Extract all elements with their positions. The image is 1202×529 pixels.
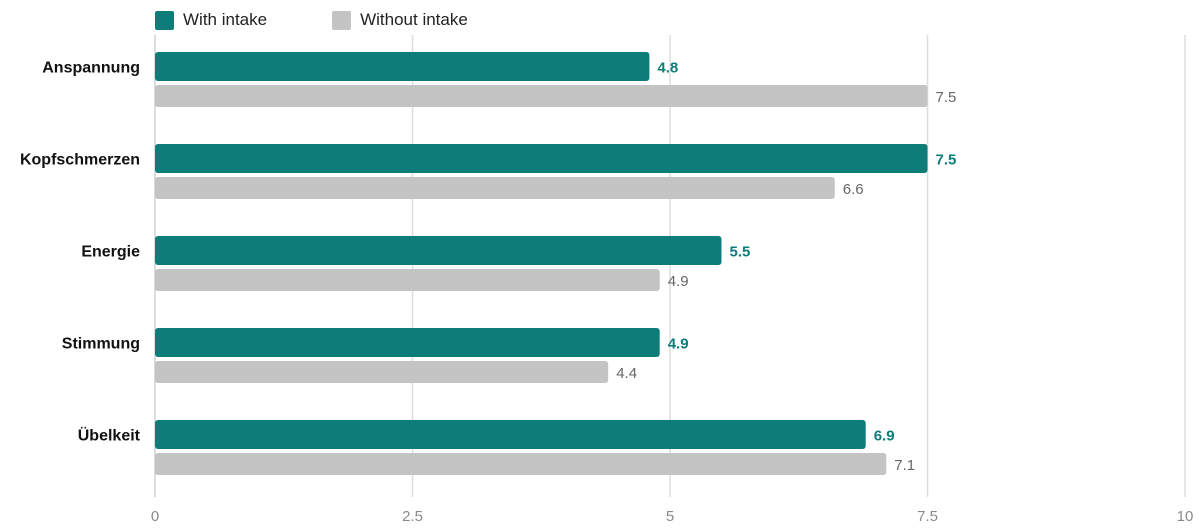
x-tick-label: 7.5 <box>917 508 938 525</box>
value-label-without-intake: 7.5 <box>936 89 957 106</box>
value-label-with-intake: 5.5 <box>730 244 751 261</box>
value-label-without-intake: 6.6 <box>843 181 864 198</box>
category-label: Kopfschmerzen <box>20 152 140 169</box>
value-label-without-intake: 7.1 <box>894 457 915 474</box>
category-label: Übelkeit <box>78 426 141 445</box>
bar-without-intake <box>155 269 660 291</box>
legend-swatch-with-intake <box>155 10 174 30</box>
bar-without-intake <box>155 177 835 199</box>
value-label-without-intake: 4.4 <box>616 365 637 382</box>
bar-without-intake <box>155 85 928 107</box>
legend-label-without-intake: Without intake <box>360 10 468 29</box>
bar-with-intake <box>155 328 660 357</box>
value-label-with-intake: 4.8 <box>657 60 678 77</box>
legend-swatch-without-intake <box>332 10 352 30</box>
category-label: Anspannung <box>42 60 140 77</box>
bar-with-intake <box>155 236 722 265</box>
value-label-without-intake: 4.9 <box>668 273 689 290</box>
category-label: Stimmung <box>62 336 140 353</box>
legend: With intake Without intake <box>155 10 533 30</box>
bar-without-intake <box>155 361 609 383</box>
legend-item-without-intake: Without intake <box>332 10 468 30</box>
value-label-with-intake: 7.5 <box>936 152 957 169</box>
bar-without-intake <box>155 453 887 475</box>
value-label-with-intake: 4.9 <box>668 336 689 353</box>
bar-with-intake <box>155 144 928 173</box>
category-label: Energie <box>81 244 140 261</box>
x-tick-label: 2.5 <box>402 508 423 525</box>
x-tick-label: 0 <box>151 508 159 525</box>
x-tick-label: 5 <box>666 508 674 525</box>
bar-with-intake <box>155 420 866 449</box>
legend-label-with-intake: With intake <box>183 10 268 29</box>
legend-item-with-intake: With intake <box>155 10 267 30</box>
bar-with-intake <box>155 52 650 81</box>
value-label-with-intake: 6.9 <box>874 428 895 445</box>
x-tick-label: 10 <box>1177 508 1194 525</box>
